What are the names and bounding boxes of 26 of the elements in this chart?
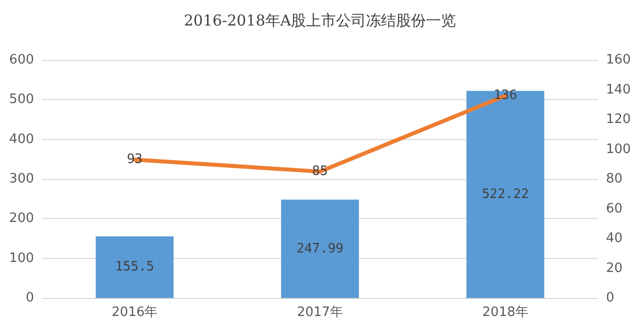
y2-tick-label: 120 — [606, 112, 631, 127]
y-tick-label: 300 — [9, 172, 34, 186]
x-tick-label: 2018年 — [482, 305, 528, 320]
y-tick-label: 600 — [9, 52, 34, 68]
x-tick-label: 2016年 — [112, 305, 158, 320]
bar — [96, 236, 174, 298]
y2-tick-label: 40 — [606, 231, 623, 246]
data-label: 247.99 — [296, 241, 344, 256]
y-tick-label: 400 — [9, 132, 34, 147]
x-tick-label: 2017年 — [296, 305, 344, 320]
y2-tick-label: 0 — [606, 290, 614, 306]
data-label: 155.5 — [115, 260, 154, 275]
y2-tick-label: 160 — [606, 52, 631, 68]
y2-tick-label: 80 — [606, 172, 623, 186]
y-tick-label: 200 — [9, 211, 34, 226]
y2-tick-label: 20 — [606, 260, 623, 276]
y-tick-label: 100 — [9, 250, 34, 266]
y2-tick-label: 60 — [606, 201, 623, 216]
bar — [281, 200, 359, 298]
y-tick-label: 500 — [9, 92, 34, 108]
chart-title: 2016-2018年A股上市公司冻结股份一览 — [184, 12, 456, 30]
y-tick-label: 0 — [26, 290, 34, 306]
y2-tick-label: 100 — [606, 142, 631, 157]
data-label: 522.22 — [482, 186, 529, 202]
bar — [466, 90, 544, 298]
y2-tick-label: 140 — [606, 82, 631, 98]
